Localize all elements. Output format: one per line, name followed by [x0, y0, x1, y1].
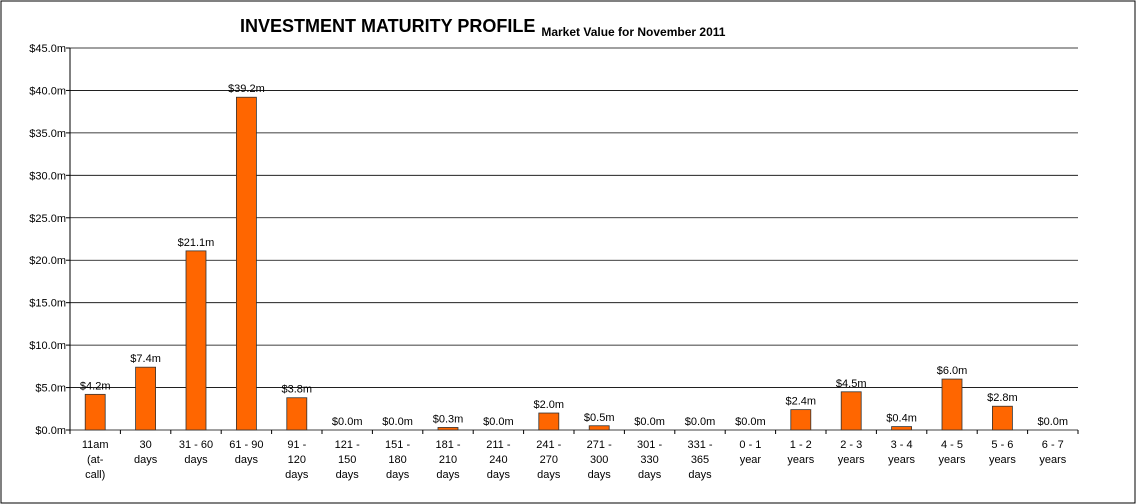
bar — [84, 393, 106, 431]
y-tick-label: $45.0m — [29, 43, 66, 55]
chart-subtitle: Market Value for November 2011 — [541, 25, 725, 39]
y-tick-label: $35.0m — [29, 128, 66, 140]
x-tick-label: 1 - 2 years — [787, 439, 814, 466]
y-tick-label: $15.0m — [29, 298, 66, 310]
x-tick-label: 151 -180 days — [385, 439, 410, 481]
bar — [941, 378, 963, 431]
value-label: $0.0m — [483, 416, 514, 428]
x-tick-label: 181 -210 days — [435, 439, 460, 481]
value-label: $0.0m — [382, 416, 413, 428]
value-label: $3.8m — [282, 384, 313, 396]
x-tick-label: 211 -240 days — [486, 439, 511, 481]
bar — [235, 96, 257, 431]
value-label: $39.2m — [228, 83, 265, 95]
bar — [538, 412, 560, 431]
x-tick-label: 121 -150 days — [335, 439, 360, 481]
value-label: $6.0m — [937, 365, 968, 377]
x-tick-label: 31 - 60 days — [179, 439, 213, 466]
x-tick-label: 0 - 1 year — [739, 439, 761, 466]
value-label: $0.0m — [332, 416, 363, 428]
y-tick-label: $20.0m — [29, 255, 66, 267]
x-tick-label: 3 - 4 years — [888, 439, 915, 466]
x-tick-label: 301 -330 days — [637, 439, 662, 481]
value-label: $21.1m — [178, 237, 215, 249]
value-label: $7.4m — [130, 353, 161, 365]
value-label: $2.0m — [534, 399, 565, 411]
value-label: $4.2m — [80, 380, 111, 392]
bar — [135, 366, 157, 431]
value-label: $0.0m — [1038, 416, 1069, 428]
y-tick-label: $25.0m — [29, 213, 66, 225]
value-label: $0.0m — [685, 416, 716, 428]
value-label: $0.4m — [886, 413, 917, 425]
x-tick-label: 6 - 7 years — [1039, 439, 1066, 466]
value-label: $0.0m — [634, 416, 665, 428]
value-label: $0.5m — [584, 412, 615, 424]
bar — [185, 250, 207, 431]
bar — [992, 405, 1013, 431]
bar — [286, 397, 308, 431]
y-tick-label: $10.0m — [29, 340, 66, 352]
y-tick-label: $30.0m — [29, 170, 66, 182]
value-label: $2.4m — [786, 396, 817, 408]
value-label: $0.0m — [735, 416, 766, 428]
bar — [437, 427, 459, 431]
x-tick-label: 2 - 3 years — [838, 439, 865, 466]
x-tick-label: 241 -270 days — [536, 439, 561, 481]
value-label: $4.5m — [836, 378, 867, 390]
value-label: $2.8m — [987, 392, 1018, 404]
x-tick-label: 271 -300 days — [587, 439, 612, 481]
x-tick-label: 91 -120 days — [285, 439, 309, 481]
chart-title: INVESTMENT MATURITY PROFILE — [240, 16, 535, 36]
x-tick-label: 11am (at-call) — [82, 439, 109, 481]
bar — [790, 409, 812, 431]
bar — [840, 391, 862, 431]
x-tick-label: 331 -365 days — [687, 439, 712, 481]
bar — [588, 425, 610, 431]
x-tick-label: 30 days — [134, 439, 158, 466]
bar — [891, 426, 912, 431]
y-tick-label: $40.0m — [29, 85, 66, 97]
x-tick-label: 4 - 5 years — [939, 439, 966, 466]
y-tick-label: $0.0m — [35, 425, 66, 437]
y-tick-label: $5.0m — [35, 383, 66, 395]
value-label: $0.3m — [433, 413, 464, 425]
x-tick-label: 61 - 90 days — [229, 439, 263, 466]
x-tick-label: 5 - 6 years — [989, 439, 1016, 466]
